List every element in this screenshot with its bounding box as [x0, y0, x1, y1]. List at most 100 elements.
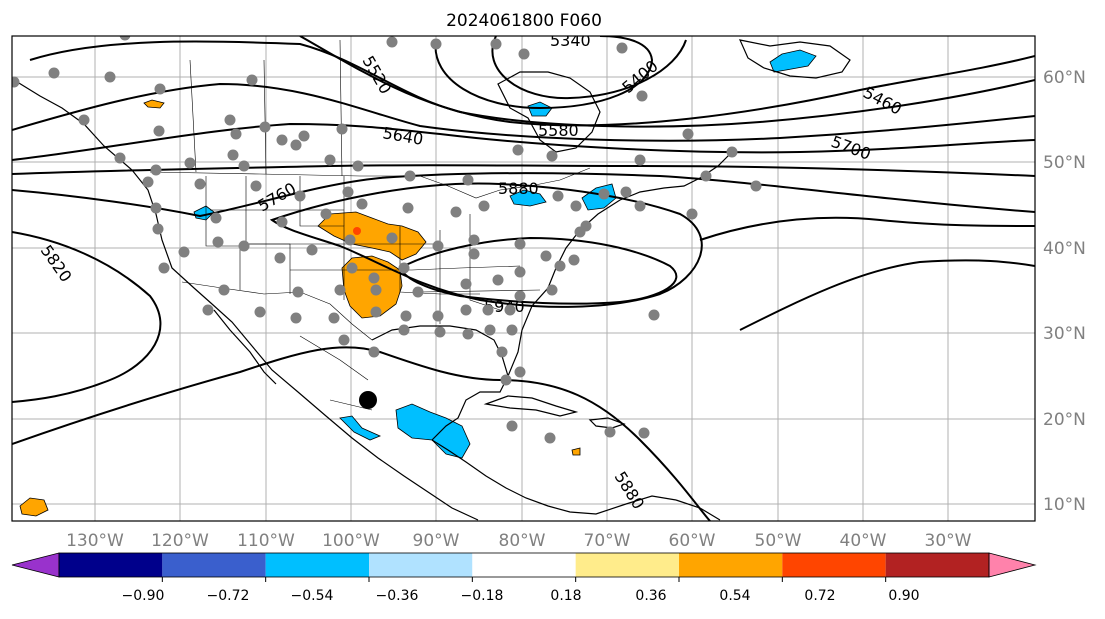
colorbar [11, 552, 1037, 582]
coastline-hudson-bay [497, 71, 601, 153]
map-border [11, 35, 1036, 522]
colorbar-tick-3: −0.36 [376, 588, 419, 604]
contour-5640 [12, 122, 1035, 161]
colorbar-segment-5 [472, 553, 576, 577]
lon-label-40w: 40°W [840, 531, 887, 551]
anomaly-patch-mexico [339, 415, 382, 441]
station-dot [218, 284, 230, 296]
station-dot [506, 324, 518, 336]
station-dot [356, 198, 368, 210]
station-dot [478, 200, 490, 212]
lon-label-90w: 90°W [413, 531, 460, 551]
station-dot [386, 232, 398, 244]
latitude-labels: 60°N 50°N 40°N 30°N 20°N 10°N [1043, 68, 1086, 515]
station-dot [338, 334, 350, 346]
station-dot [484, 324, 496, 336]
station-dot [462, 174, 474, 186]
lat-label-30n: 30°N [1043, 324, 1086, 344]
station-dot [634, 200, 646, 212]
station-dot [616, 42, 628, 54]
lat-label-50n: 50°N [1043, 153, 1086, 173]
lon-label-50w: 50°W [755, 531, 802, 551]
station-dot [320, 208, 332, 220]
station-dot [514, 238, 526, 250]
contour-5580 [12, 82, 1035, 142]
station-dot [514, 366, 526, 378]
station-dot [386, 36, 398, 48]
station-dot [152, 223, 164, 235]
station-dot [546, 284, 558, 296]
contour-5340 [434, 36, 654, 110]
colorbar-tick-labels: −0.90 −0.72 −0.54 −0.36 −0.18 0.18 0.36 … [122, 588, 920, 604]
colorbar-segment-8 [782, 553, 886, 577]
contour-5760 [12, 172, 1035, 218]
station-dot [568, 254, 580, 266]
colorbar-segment-7 [679, 553, 783, 577]
coastline-greenland [738, 39, 851, 79]
lat-label-60n: 60°N [1043, 68, 1086, 88]
station-dot [210, 212, 222, 224]
contour-5820 [12, 231, 162, 403]
colorbar-segment-4 [369, 553, 473, 577]
station-dot [726, 146, 738, 158]
station-dot [460, 278, 472, 290]
station-dot [368, 272, 380, 284]
station-dot [250, 180, 262, 192]
station-dot [400, 310, 412, 322]
station-dot [274, 252, 286, 264]
station-dot [398, 262, 410, 274]
station-dot [178, 246, 190, 258]
longitude-labels: 130°W 120°W 110°W 100°W 90°W 80°W 70°W 6… [66, 531, 972, 551]
station-dot [544, 432, 556, 444]
lon-label-120w: 120°W [151, 531, 209, 551]
station-dot [460, 304, 472, 316]
station-dot [194, 178, 206, 190]
station-dot [462, 328, 474, 340]
station-dot [294, 190, 306, 202]
border-state-1 [205, 176, 241, 290]
station-dot [540, 250, 552, 262]
station-dot [78, 114, 90, 126]
station-dot [202, 304, 214, 316]
station-dot [246, 74, 258, 86]
station-dot [514, 290, 526, 302]
station-dot [334, 284, 346, 296]
station-dot [259, 121, 271, 133]
contour-5460 [299, 36, 1035, 127]
lat-label-40n: 40°N [1043, 239, 1086, 259]
lon-label-100w: 100°W [322, 531, 380, 551]
station-dot [370, 284, 382, 296]
station-dot [292, 286, 304, 298]
station-dot [546, 150, 558, 162]
colorbar-segment-2 [162, 553, 266, 577]
figure-title: 2024061800 F060 [446, 11, 602, 31]
border-us-canada [149, 167, 591, 199]
station-dot [468, 234, 480, 246]
station-dot [158, 262, 170, 274]
colorbar-tick-7: 0.54 [719, 588, 750, 604]
station-dot [402, 202, 414, 214]
station-dot [150, 164, 162, 176]
station-dot [434, 326, 446, 338]
station-dot [150, 202, 162, 214]
station-dot [604, 426, 616, 438]
station-dot [212, 236, 224, 248]
negative-anomaly-shading [193, 49, 817, 459]
station-dot [290, 139, 302, 151]
station-dot [224, 114, 236, 126]
station-dot [404, 170, 416, 182]
station-dot [238, 160, 250, 172]
station-dot [153, 125, 165, 137]
station-dot [298, 130, 310, 142]
contour-5880-outer [12, 346, 711, 521]
station-dot [492, 274, 504, 286]
station-dot [254, 306, 266, 318]
station-dot [504, 304, 516, 316]
border-canada-provinces [189, 39, 343, 177]
station-dot [398, 324, 410, 336]
coastline-north-america-west [13, 79, 479, 521]
station-dot [114, 152, 126, 164]
station-dot [598, 188, 610, 200]
station-dot [638, 427, 650, 439]
